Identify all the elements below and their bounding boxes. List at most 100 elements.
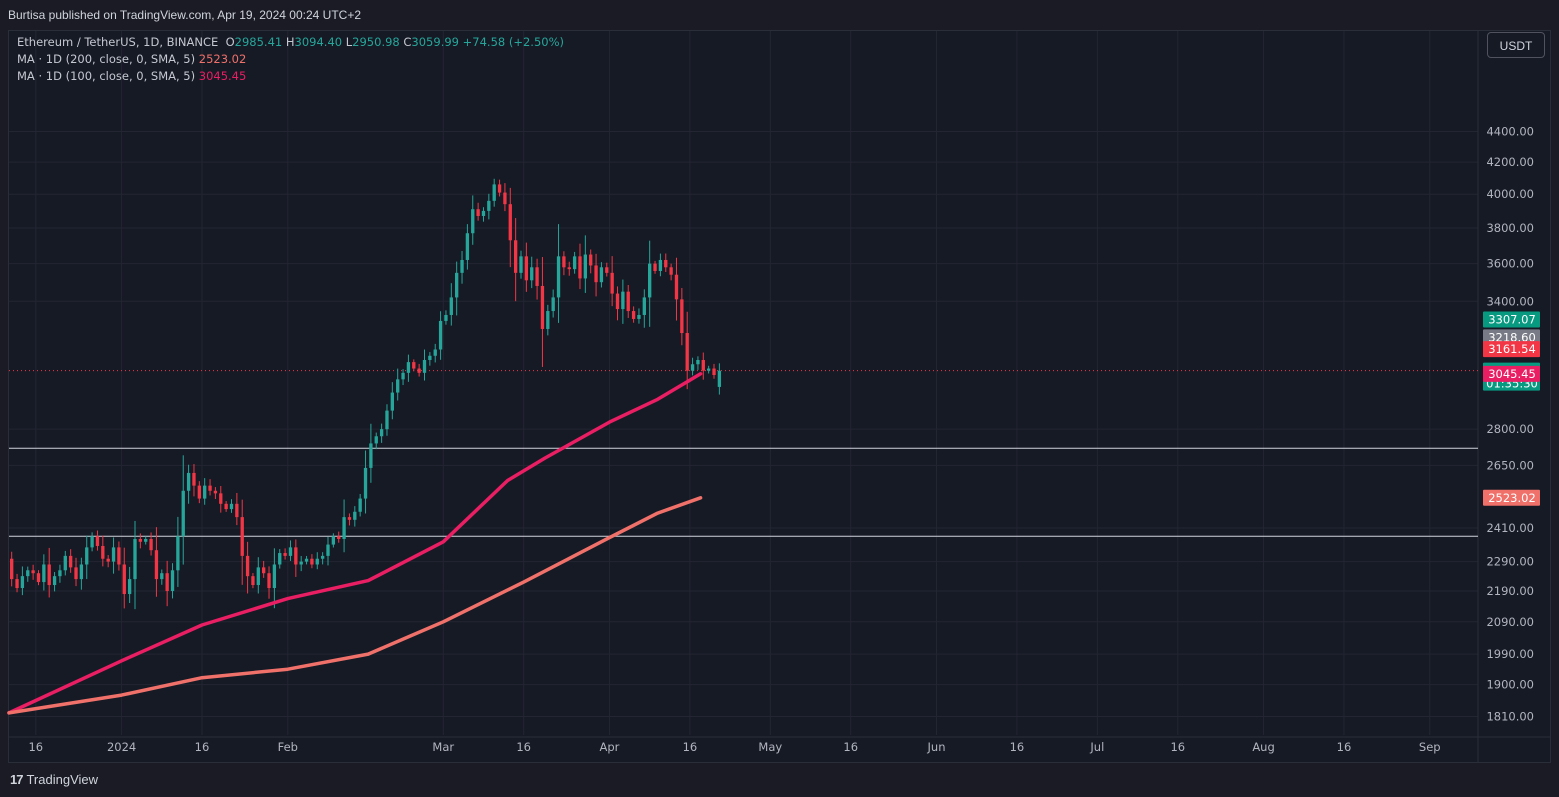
candle-body [706,368,711,371]
candle-body [497,184,502,193]
candle-body [530,267,534,281]
candle-body [642,297,646,315]
axis-price-label: 2523.02 [1488,491,1536,505]
candle-body [363,467,368,499]
axis-price-label-bg [1483,365,1540,382]
candle-body [674,274,679,300]
legend-low-value: 2950.98 [352,35,400,49]
candle-body [144,538,148,542]
legend-ma100-row: MA · 1D (100, close, 0, SMA, 5) 3045.45 [17,69,246,83]
candle-body [58,570,62,577]
candle-body [487,200,491,211]
candle-body [503,192,507,205]
x-tick-label: Apr [600,740,620,754]
candle-body [101,545,105,559]
tradingview-logo[interactable]: 17 TradingView [10,772,98,787]
candle-body [181,490,185,537]
candle-body [326,544,330,556]
legend-high-label: H [285,35,295,49]
candle-body [696,360,700,365]
y-tick-label: 4000.00 [1486,187,1534,201]
axis-price-label: 3161.54 [1488,342,1536,356]
tradingview-logo-text: TradingView [26,772,99,787]
candle-body [165,573,169,592]
candle-body [111,547,116,562]
legend-ma100-label: MA · 1D (100, close, 0, SMA, 5) [17,69,196,83]
candle-body [95,536,100,546]
candle-body [219,493,223,504]
candle-body [208,485,212,491]
candle-body [621,291,625,310]
candle-body [599,267,604,283]
axis-price-label-bg [1483,341,1540,358]
x-tick-label: Jul [1089,740,1104,754]
candle-body [428,355,432,361]
candle-body [353,511,357,520]
candle-body [594,265,598,283]
axis-price-label: 3045.45 [1488,367,1536,381]
candle-body [476,209,480,216]
candle-body [669,267,673,275]
candle-body [513,240,518,273]
candle-body [224,503,228,510]
legend-symbol-row: Ethereum / TetherUS, 1D, BINANCE O2985.4… [17,35,564,49]
y-tick-label: 1900.00 [1486,678,1534,692]
candle-body [540,285,545,329]
candle-body [256,567,260,586]
candle-body [535,267,539,286]
moving-average-line [7,496,703,715]
candle-body [631,311,636,319]
candle-body [74,567,78,580]
tradingview-logo-mark: 17 [10,772,24,787]
candle-body [52,576,57,586]
y-tick-label: 2090.00 [1486,615,1534,629]
candle-body [160,573,164,580]
currency-button[interactable]: USDT [1487,32,1545,58]
candle-body [524,256,529,281]
chart-frame [8,30,1551,763]
candle-body [342,517,346,539]
candle-body [578,256,582,279]
candle-body [422,360,427,373]
candle-body [556,256,561,298]
x-tick-label: 16 [28,740,43,754]
candle-body [90,536,94,548]
candle-body [229,503,234,510]
y-tick-label: 2290.00 [1486,555,1534,569]
x-tick-label: May [758,740,782,754]
axis-price-label: 3218.60 [1488,330,1536,344]
published-header: Burtisa published on TradingView.com, Ap… [0,0,1559,30]
candle-body [251,576,255,586]
x-tick-label: 16 [843,740,858,754]
legend-high-value: 3094.40 [294,35,343,49]
candle-body [138,538,143,542]
candle-body [26,570,30,577]
candle-body [20,576,25,589]
candle-body [664,259,668,268]
y-tick-label: 2650.00 [1486,458,1534,472]
candle-body [133,538,137,580]
candle-body [299,561,303,565]
candle-body [288,547,293,556]
candle-body [717,370,722,387]
candle-body [567,267,571,270]
candle-body [610,272,614,294]
candle-body [197,485,201,499]
y-tick-label: 3400.00 [1486,294,1534,308]
candle-body [315,558,319,565]
x-tick-label: 16 [1170,740,1185,754]
candle-body [117,547,121,565]
x-tick-label: Aug [1252,740,1274,754]
candle-body [42,564,46,583]
candle-body [262,567,266,574]
y-tick-label: 4200.00 [1486,155,1534,169]
candle-body [347,517,352,520]
legend-change: +74.58 (+2.50%) [462,35,564,49]
candle-body [562,256,566,268]
candle-body [615,293,620,310]
candle-body [374,436,378,444]
candle-body [546,311,550,329]
x-tick-label: 16 [1010,740,1025,754]
candle-body [637,314,641,319]
